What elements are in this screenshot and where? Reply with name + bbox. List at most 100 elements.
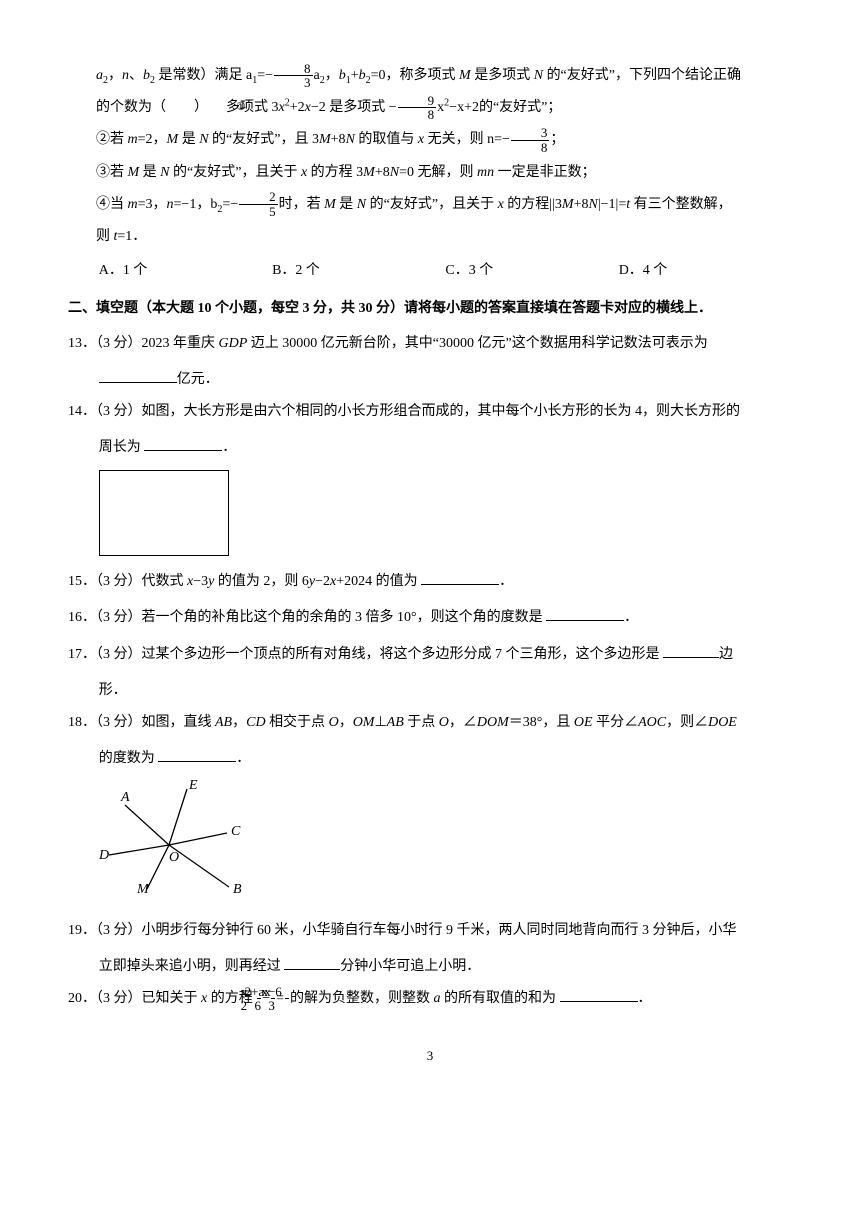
q17: 17．（3 分）过某个多边形一个顶点的所有对角线，将这个多边形分成 7 个三角形…: [68, 639, 792, 671]
txt: ．: [236, 751, 250, 766]
txt: =0，称多项式: [371, 68, 459, 83]
txt: N: [160, 165, 169, 180]
txt: n: [167, 197, 174, 212]
fraction: 25: [239, 190, 278, 218]
q15: 15．（3 分）代数式 x−3y 的值为 2，则 6y−2x+2024 的值为 …: [68, 566, 792, 598]
txt: ⊥: [374, 715, 386, 730]
fill-blank[interactable]: [421, 571, 499, 586]
den: 8: [398, 107, 437, 122]
txt: 亿元．: [177, 372, 219, 387]
fill-blank[interactable]: [663, 643, 719, 658]
q14-cont: 周长为 ．: [68, 432, 792, 464]
q19: 19．（3 分）小明步行每分钟行 60 米，小华骑自行车每小时行 9 千米，两人…: [68, 915, 792, 947]
txt: 若: [110, 132, 128, 147]
label-M: M: [136, 882, 150, 895]
txt: 的取值与: [355, 132, 418, 147]
option-a: A．1 个: [99, 255, 272, 287]
txt: b: [359, 68, 366, 83]
txt: a: [434, 991, 441, 1006]
fill-blank[interactable]: [99, 368, 177, 383]
txt: ．: [499, 574, 513, 589]
txt: 的“友好式”，下列四个结论正确: [543, 68, 741, 83]
txt: +8: [331, 132, 346, 147]
txt: 多项式 3: [226, 100, 279, 115]
txt: =−: [257, 68, 273, 83]
txt: 如图，直线: [142, 715, 216, 730]
rect-part: [185, 527, 228, 555]
txt: =0 无解，则: [399, 165, 477, 180]
txt: AOC: [638, 715, 666, 730]
txt: 若一个角的补角比这个角的余角的 3 倍多 10°，则这个角的度数是: [142, 610, 547, 625]
option-b: B．2 个: [272, 255, 445, 287]
txt: =3，: [138, 197, 167, 212]
txt: 小明步行每分钟行 60 米，小华骑自行车每小时行 9 千米，两人同时同地背向而行…: [142, 923, 737, 938]
q12-stmt2: ②若 m=2，M 是 N 的“友好式”，且 3M+8N 的取值与 x 无关，则 …: [68, 124, 792, 156]
txt: ＝38°，且: [509, 715, 574, 730]
txt: 已知关于: [142, 991, 202, 1006]
txt: 代数式: [142, 574, 188, 589]
txt: =1．: [117, 229, 146, 244]
label-A: A: [120, 790, 130, 805]
txt: 若: [110, 165, 128, 180]
q12-stmt4b: 则 t=1．: [68, 221, 792, 253]
label-E: E: [188, 778, 198, 793]
txt: M: [363, 165, 375, 180]
fill-blank[interactable]: [158, 748, 236, 763]
rect-part: [100, 471, 185, 499]
q16: 16．（3 分）若一个角的补角比这个角的余角的 3 倍多 10°，则这个角的度数…: [68, 602, 792, 634]
txt: M: [459, 68, 471, 83]
fill-blank[interactable]: [560, 987, 638, 1002]
txt: 的解为负整数，则整数: [290, 991, 434, 1006]
txt: 的“友好式”，且 3: [209, 132, 319, 147]
fraction: 98: [398, 94, 437, 122]
fill-blank[interactable]: [144, 436, 222, 451]
txt: n=−: [487, 132, 510, 147]
angle-figure: A B C D E M O: [99, 775, 792, 908]
circled-1: ①: [208, 100, 224, 116]
txt: −2 是多项式: [311, 100, 389, 115]
txt: ．: [638, 991, 652, 1006]
txt: AB: [387, 715, 404, 730]
txt: −2: [315, 574, 330, 589]
rect-part: [185, 471, 228, 527]
txt: OM: [353, 715, 375, 730]
txt: =−1，: [174, 197, 211, 212]
q12-options: A．1 个 B．2 个 C．3 个 D．4 个: [68, 255, 792, 287]
label: 20．（3 分）: [68, 991, 142, 1006]
txt: M: [562, 197, 574, 212]
fill-blank[interactable]: [546, 607, 624, 622]
txt: 、: [129, 68, 143, 83]
txt: N: [390, 165, 399, 180]
txt: mn: [477, 165, 494, 180]
fill-blank[interactable]: [284, 955, 340, 970]
txt: 有三个整数解，: [630, 197, 732, 212]
q12-stmt4: ④当 m=3，n=−1，b2=−25时，若 M 是 N 的“友好式”，且关于 x…: [68, 189, 792, 221]
txt: 时，若: [279, 197, 325, 212]
label-B: B: [233, 882, 242, 895]
den: 3: [285, 998, 289, 1013]
txt: M: [167, 132, 179, 147]
den: 5: [239, 204, 278, 219]
txt: +2024 的值为: [336, 574, 421, 589]
txt: N: [588, 197, 597, 212]
section-2-heading: 二、填空题（本大题 10 个小题，每空 3 分，共 30 分）请将每小题的答案直…: [68, 293, 792, 325]
txt: 是常数）满足: [155, 68, 246, 83]
txt: N: [357, 197, 366, 212]
txt: N: [346, 132, 355, 147]
txt: 立即掉头来追小明，则再经过: [99, 959, 285, 974]
rectangle-figure: [99, 470, 229, 556]
txt: −3: [193, 574, 208, 589]
txt: DOM: [477, 715, 509, 730]
q19-cont: 立即掉头来追小明，则再经过 分钟小华可追上小明．: [68, 951, 792, 983]
q12-stmt3: ③若 M 是 N 的“友好式”，且关于 x 的方程 3M+8N=0 无解，则 m…: [68, 157, 792, 189]
txt: 于点: [404, 715, 439, 730]
fraction: 38: [511, 126, 550, 154]
txt: O: [329, 715, 339, 730]
txt: ；: [550, 132, 564, 147]
txt: n: [122, 68, 129, 83]
txt: −: [389, 100, 397, 115]
txt: 的度数为: [99, 751, 159, 766]
label: 16．（3 分）: [68, 610, 142, 625]
num: x−6: [285, 985, 289, 999]
txt: ．: [624, 610, 638, 625]
